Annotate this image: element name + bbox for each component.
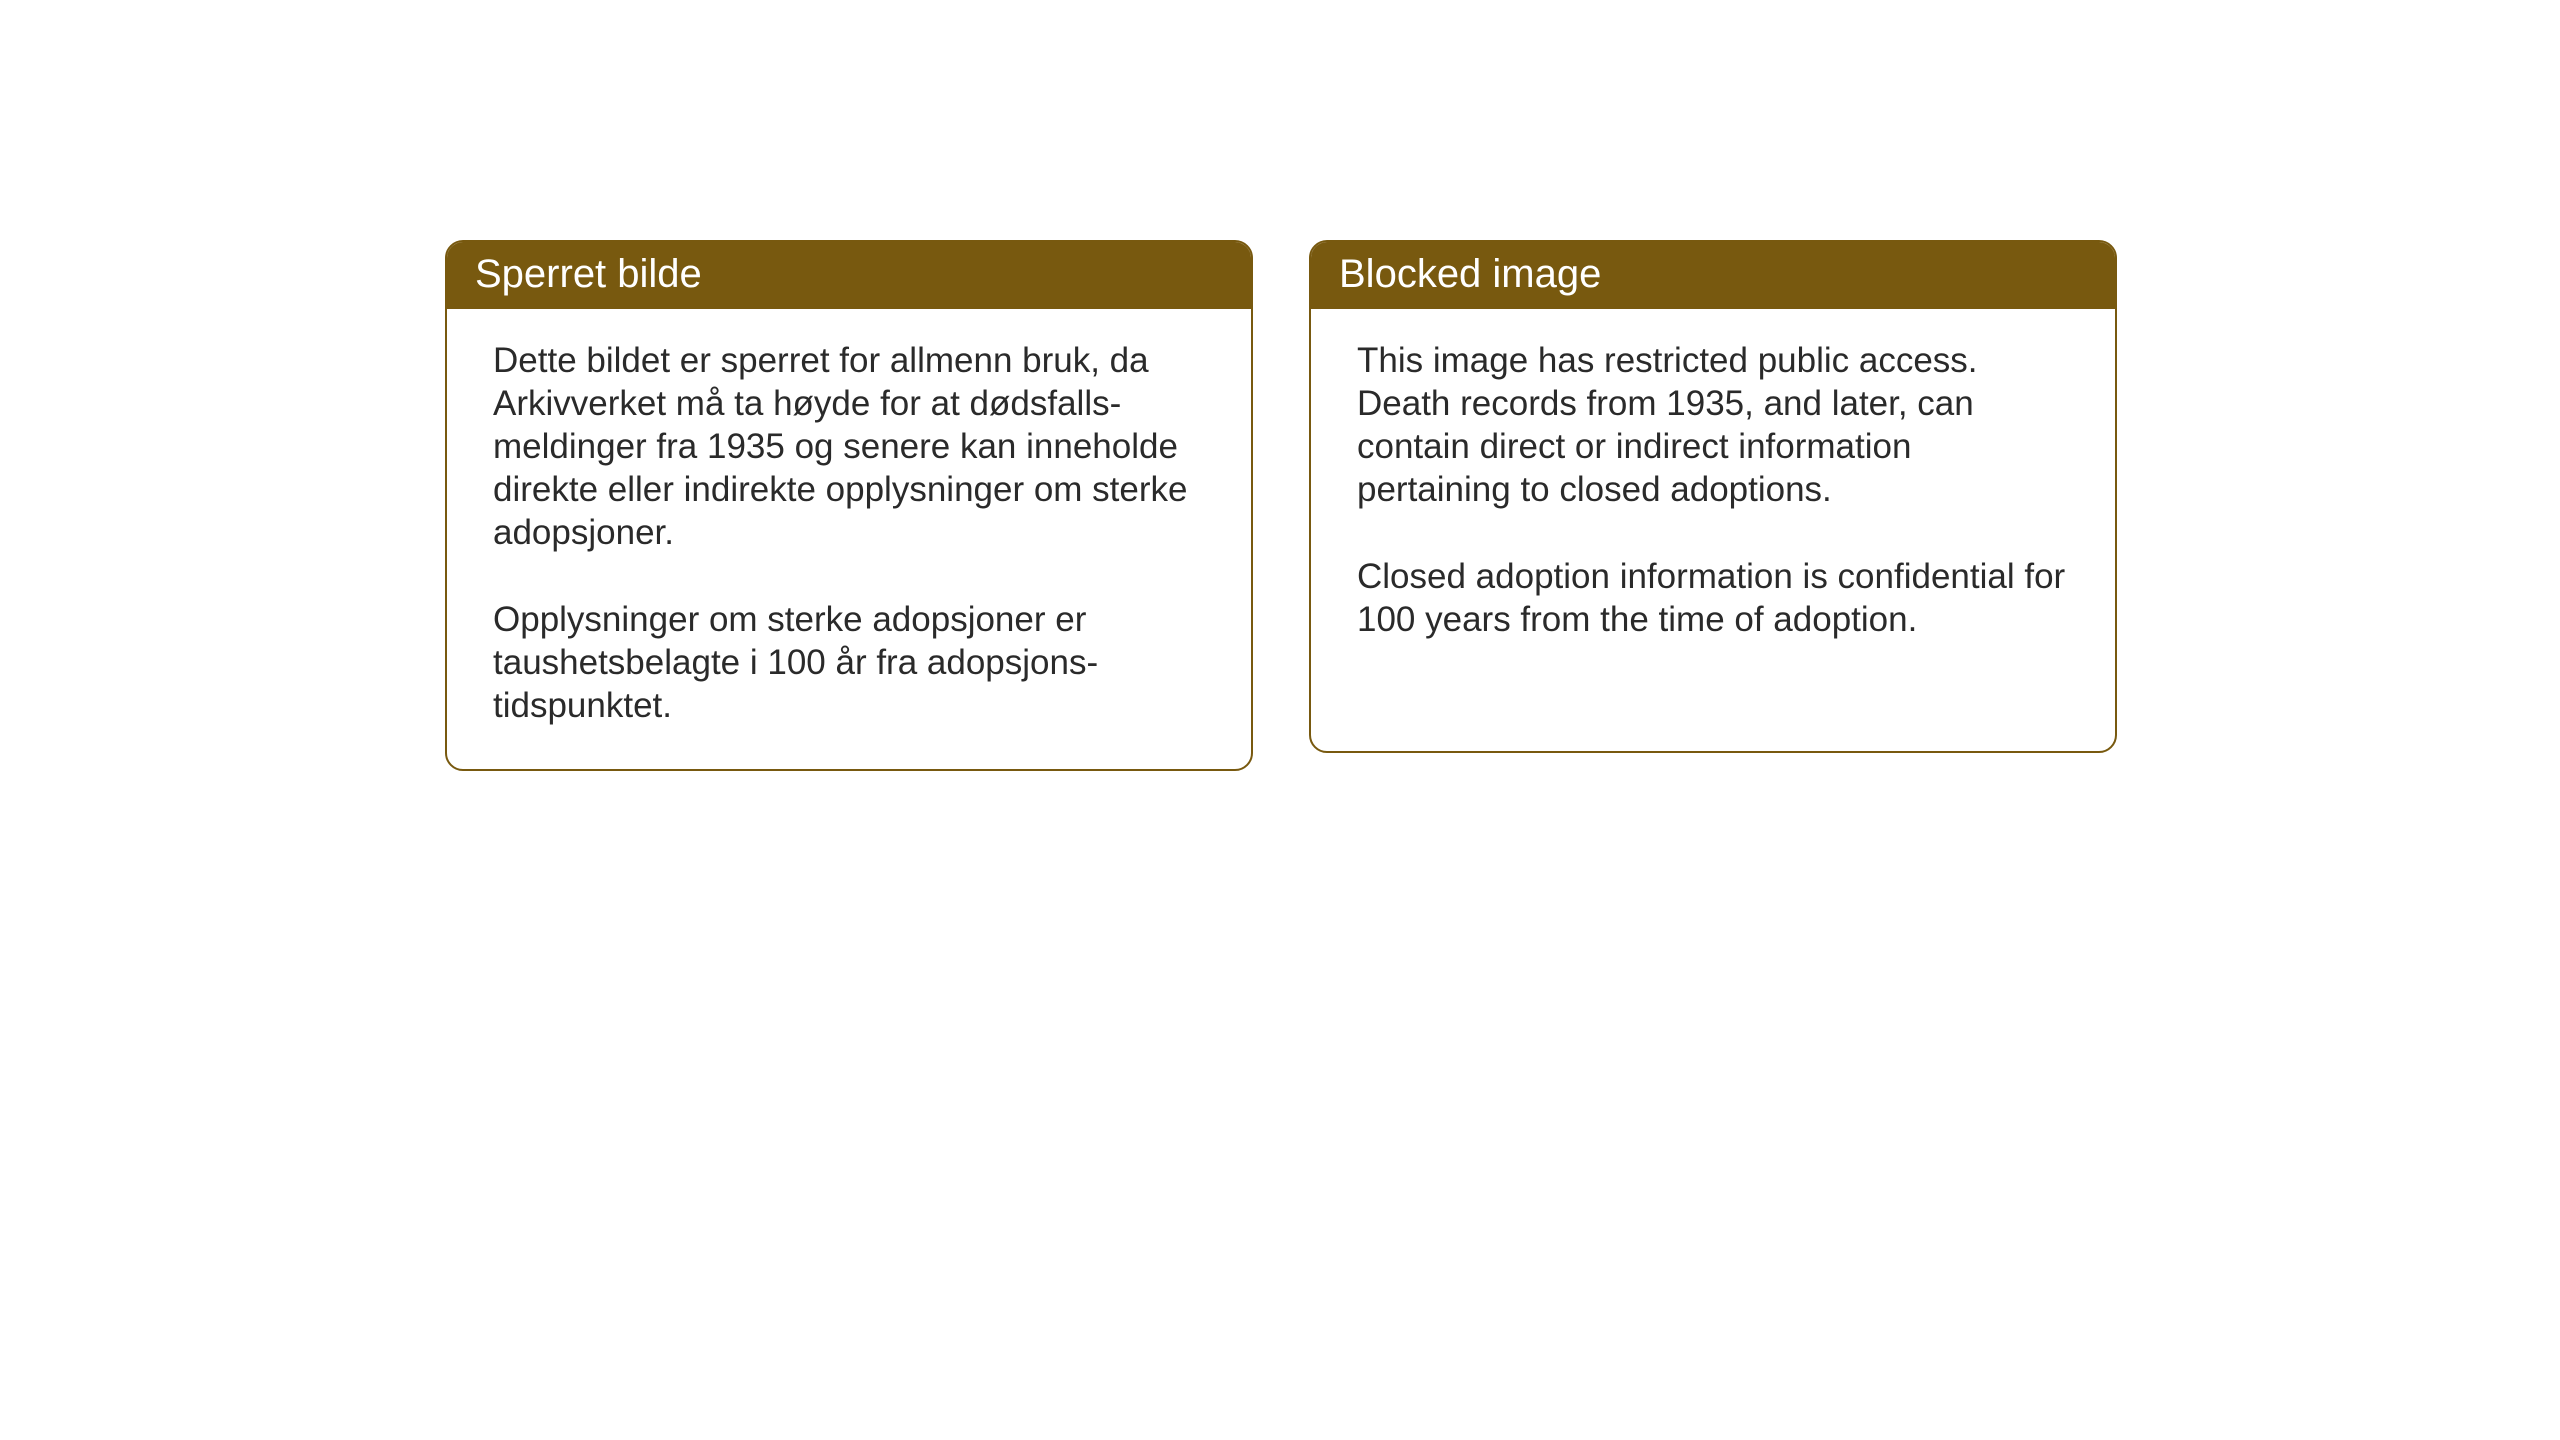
norwegian-card: Sperret bilde Dette bildet er sperret fo… (445, 240, 1253, 771)
english-card-header: Blocked image (1311, 242, 2115, 309)
norwegian-card-body: Dette bildet er sperret for allmenn bruk… (447, 309, 1251, 769)
cards-container: Sperret bilde Dette bildet er sperret fo… (445, 240, 2117, 771)
norwegian-paragraph-1: Dette bildet er sperret for allmenn bruk… (493, 339, 1205, 554)
english-card: Blocked image This image has restricted … (1309, 240, 2117, 753)
english-paragraph-1: This image has restricted public access.… (1357, 339, 2069, 511)
norwegian-paragraph-2: Opplysninger om sterke adopsjoner er tau… (493, 598, 1205, 727)
english-paragraph-2: Closed adoption information is confident… (1357, 555, 2069, 641)
english-card-body: This image has restricted public access.… (1311, 309, 2115, 683)
norwegian-card-header: Sperret bilde (447, 242, 1251, 309)
